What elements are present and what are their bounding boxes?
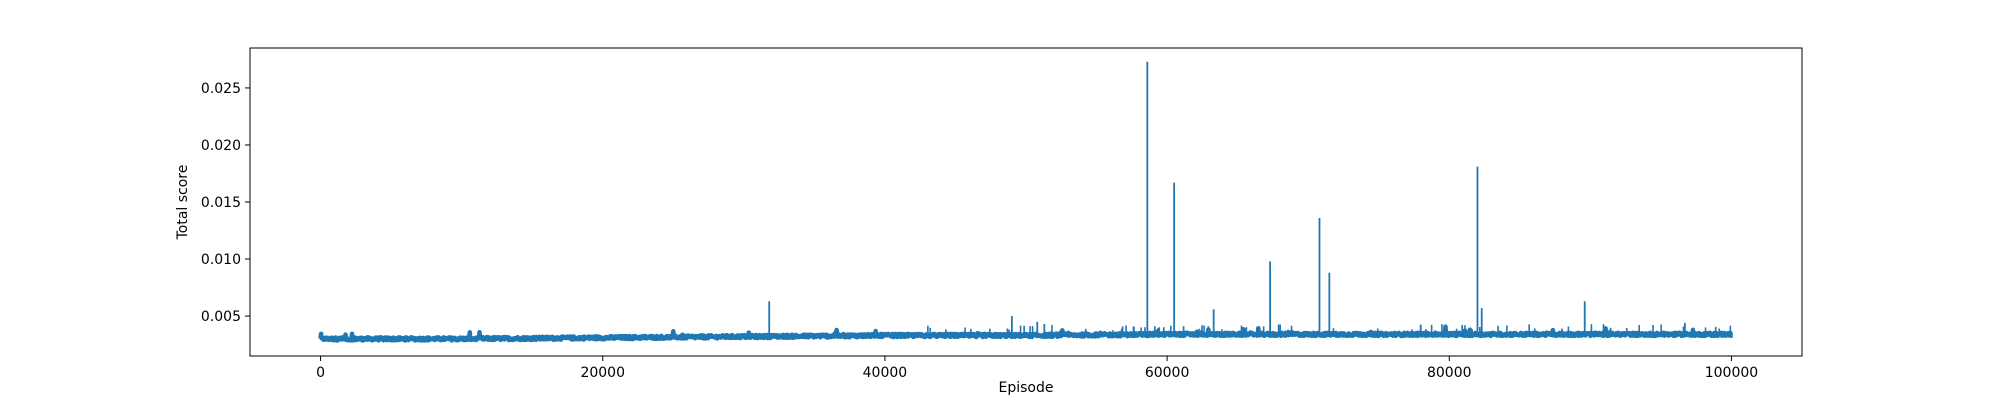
x-tick-label: 100000 — [1705, 365, 1758, 381]
y-tick-label: 0.010 — [201, 252, 241, 268]
x-tick-label: 20000 — [580, 365, 625, 381]
y-tick-label: 0.005 — [201, 309, 241, 325]
y-tick-label: 0.015 — [201, 195, 241, 211]
x-tick-label: 80000 — [1427, 365, 1472, 381]
x-axis-label: Episode — [999, 380, 1054, 396]
plot-frame — [249, 47, 1803, 357]
x-tick-label: 60000 — [1145, 365, 1190, 381]
y-axis-label: Total score — [175, 165, 191, 241]
axes: 0 20000 40000 60000 80000 100000 0.005 0.010 0.0… — [201, 47, 1803, 381]
x-tick-label: 40000 — [863, 365, 908, 381]
plot-area — [318, 61, 1734, 343]
y-tick-label: 0.020 — [201, 138, 241, 154]
series-line-total-score — [318, 324, 1734, 343]
y-tick-label: 0.025 — [201, 81, 241, 97]
x-tick-label: 0 — [316, 365, 325, 381]
